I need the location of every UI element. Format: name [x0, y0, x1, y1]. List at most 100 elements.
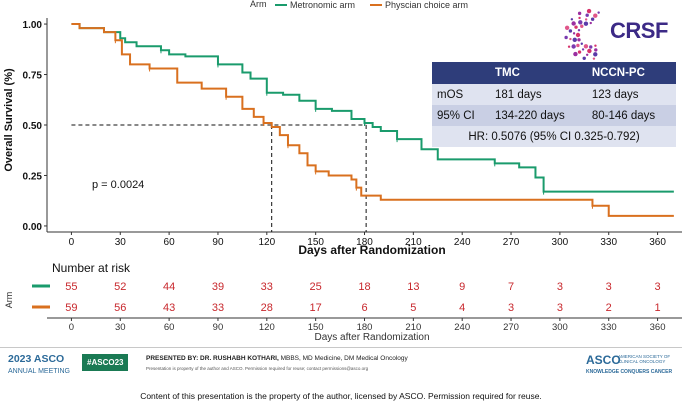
- logo-dot: [582, 56, 586, 60]
- logo-dot: [590, 17, 595, 21]
- logo-dot: [585, 53, 589, 57]
- risk-table-arm-label: Arm: [4, 292, 14, 309]
- risk-table-x-label: Days after Randomization: [314, 332, 429, 343]
- risk-count: 3: [557, 281, 563, 293]
- risk-count: 44: [163, 281, 175, 293]
- x-tick-label: 270: [503, 237, 520, 248]
- y-ticks: 0.00 0.25 0.50 0.75 1.00: [23, 20, 47, 233]
- x-tick-label: 30: [115, 237, 127, 248]
- x-tick-label: 120: [258, 237, 275, 248]
- risk-count: 5: [410, 302, 416, 314]
- risk-tick-label: 150: [308, 322, 324, 333]
- risk-tick-label: 240: [454, 322, 470, 333]
- stats-hr-cell: HR: 0.5076 (95% CI 0.325-0.792): [432, 126, 676, 147]
- risk-count: 3: [655, 281, 661, 293]
- logo-dot: [593, 13, 598, 18]
- logo-dot: [594, 48, 598, 52]
- stats-row-mos: mOS 181 days 123 days: [432, 84, 676, 105]
- y-tick-label: 0.75: [23, 71, 43, 82]
- risk-count: 33: [261, 281, 273, 293]
- logo-dot: [584, 18, 588, 21]
- risk-count: 43: [163, 302, 175, 314]
- x-ticks: 0 30 60 90 120 150 180 210 240 270 300 330 360: [69, 232, 666, 248]
- presenter-line: PRESENTED BY: DR. RUSHABH KOTHARI, MBBS,…: [146, 355, 408, 362]
- hashtag-badge: #ASCO23: [82, 354, 129, 371]
- stats-cell: 95% CI: [432, 105, 490, 126]
- risk-tick-label: 330: [601, 322, 617, 333]
- risk-tick-label: 30: [115, 322, 126, 333]
- risk-count: 39: [212, 281, 224, 293]
- asco-word: ASCO: [33, 353, 65, 365]
- asco-year: 2023: [8, 353, 32, 365]
- risk-tick-label: 300: [552, 322, 568, 333]
- logo-dot: [574, 25, 578, 29]
- crsf-logo: CRSF: [564, 8, 676, 62]
- risk-tick-label: 90: [213, 322, 224, 333]
- logo-dot: [568, 29, 573, 33]
- x-axis-label: Days after Randomization: [298, 243, 445, 257]
- stats-table: TMC NCCN-PC mOS 181 days 123 days 95% CI…: [432, 62, 676, 147]
- stats-header-nccn: NCCN-PC: [586, 62, 676, 84]
- x-tick-label: 210: [405, 237, 422, 248]
- risk-tick-label: 0: [69, 322, 74, 333]
- stats-cell: 134-220 days: [490, 105, 587, 126]
- x-tick-label: 0: [69, 237, 75, 248]
- y-tick-label: 0.00: [23, 222, 43, 233]
- logo-dot: [597, 11, 600, 14]
- risk-count: 33: [212, 302, 224, 314]
- risk-count: 4: [459, 302, 465, 314]
- crsf-logo-text: CRSF: [610, 18, 668, 43]
- logo-dot: [577, 11, 582, 16]
- risk-tick-label: 210: [405, 322, 421, 333]
- logo-dot: [567, 45, 571, 48]
- risk-count: 3: [606, 281, 612, 293]
- metronomic-arm-curve: [71, 23, 674, 193]
- logo-dot: [581, 48, 585, 51]
- risk-tick-label: 120: [259, 322, 275, 333]
- logo-dot: [573, 51, 578, 57]
- asco-right-sub: AMERICAN SOCIETY OF CLINICAL ONCOLOGY: [618, 354, 671, 364]
- copyright-notice: Content of this presentation is the prop…: [140, 391, 542, 401]
- stats-row-ci: 95% CI 134-220 days 80-146 days: [432, 105, 676, 126]
- legend-label-physician: Physcian choice arm: [385, 0, 468, 10]
- survival-curves: [71, 23, 674, 217]
- logo-dot: [580, 24, 584, 28]
- logo-dot: [589, 21, 592, 25]
- risk-count: 2: [606, 302, 612, 314]
- median-lines: [71, 124, 367, 232]
- risk-count: 25: [310, 281, 322, 293]
- footer-bar: [0, 347, 682, 383]
- crsf-logo-dots-icon: [564, 8, 600, 60]
- logo-dot: [578, 20, 583, 25]
- logo-dot: [577, 38, 581, 42]
- logo-dot: [575, 32, 581, 38]
- logo-dot: [577, 50, 582, 54]
- legend-title: Arm: [250, 0, 267, 9]
- legend: Arm Metronomic arm Physcian choice arm: [250, 0, 468, 10]
- risk-count: 28: [261, 302, 273, 314]
- logo-dot: [571, 21, 576, 26]
- stats-cell: 181 days: [490, 84, 587, 105]
- logo-dot: [593, 52, 598, 57]
- x-tick-label: 180: [356, 237, 373, 248]
- x-tick-label: 330: [600, 237, 617, 248]
- physician-arm-curve: [71, 23, 674, 217]
- y-axis-label: Overall Survival (%): [3, 68, 15, 172]
- logo-dot: [583, 21, 589, 26]
- risk-table: 55 52 44 39 33 25 18 13 9 7 3 3 359 56 43 33 28 17 6 5 4 3 3 2 1…: [32, 281, 682, 333]
- logo-dot: [585, 13, 589, 17]
- stats-cell: 80-146 days: [586, 105, 676, 126]
- risk-count: 52: [114, 281, 126, 293]
- logo-dot: [583, 44, 589, 49]
- risk-count: 9: [459, 281, 465, 293]
- risk-tick-label: 270: [503, 322, 519, 333]
- logo-dot: [569, 37, 572, 41]
- logo-dot: [572, 32, 576, 35]
- asco-right-logo: ASCO: [586, 353, 621, 367]
- logo-dot: [586, 8, 592, 14]
- risk-count: 17: [310, 302, 322, 314]
- legend-label-metronomic: Metronomic arm: [290, 0, 355, 10]
- y-tick-label: 0.25: [23, 171, 43, 182]
- logo-dot: [570, 18, 574, 21]
